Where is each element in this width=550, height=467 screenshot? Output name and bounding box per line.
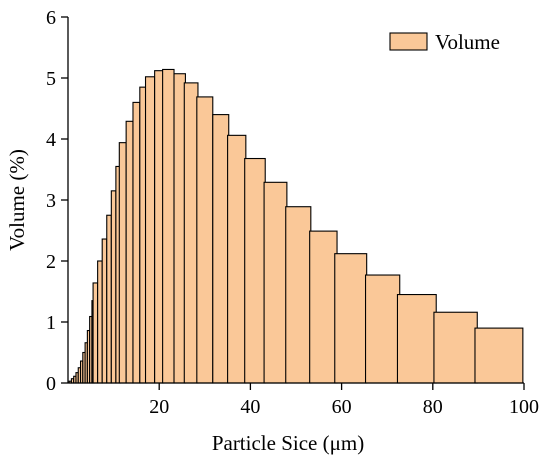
bar (183, 82, 199, 384)
bar (263, 181, 288, 384)
bar (118, 142, 127, 384)
bar (309, 230, 338, 384)
x-axis-title: Particle Sice (μm) (212, 431, 364, 455)
x-axis-ticks: 20 40 60 80 100 (149, 383, 539, 418)
x-tick-label: 40 (240, 396, 260, 418)
y-tick-label: 5 (46, 68, 56, 90)
bar (101, 238, 108, 384)
bar (212, 114, 230, 384)
y-axis-title: Volume (%) (5, 149, 29, 251)
y-tick-label: 6 (46, 7, 56, 29)
bar (196, 96, 214, 384)
bar (125, 120, 134, 384)
bar (92, 282, 99, 384)
legend: Volume (389, 30, 500, 54)
bar (227, 134, 247, 384)
y-tick-label: 1 (46, 312, 56, 334)
y-axis-ticks: 0 1 2 3 4 5 6 (46, 7, 68, 395)
bar (334, 253, 368, 384)
x-tick-label: 100 (509, 396, 539, 418)
bar (285, 206, 312, 384)
bar (106, 214, 112, 384)
bar (396, 293, 437, 384)
bar (173, 73, 186, 384)
x-tick-label: 80 (423, 396, 443, 418)
y-tick-label: 0 (46, 373, 56, 395)
bar (132, 101, 141, 384)
bar (433, 311, 478, 384)
bar (97, 260, 103, 384)
bar (144, 76, 156, 384)
x-tick-label: 20 (149, 396, 169, 418)
legend-label: Volume (435, 30, 500, 54)
legend-swatch (389, 32, 428, 51)
bar (364, 274, 401, 384)
bar (474, 327, 524, 384)
x-tick-label: 60 (332, 396, 352, 418)
y-tick-label: 4 (46, 129, 56, 151)
bar (244, 157, 266, 384)
y-tick-label: 3 (46, 190, 56, 212)
bar (110, 190, 117, 384)
bar-group (68, 68, 524, 384)
y-tick-label: 2 (46, 251, 56, 273)
bar (162, 68, 175, 384)
